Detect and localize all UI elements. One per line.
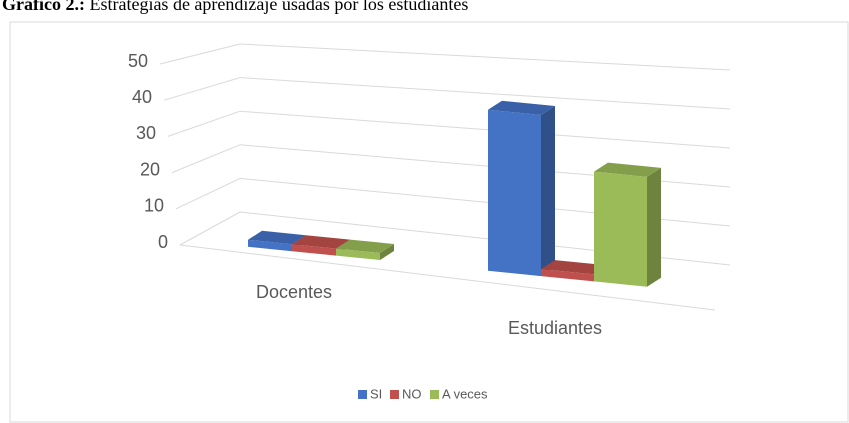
bar-top (248, 230, 306, 245)
y-tick-label: 40 (132, 87, 152, 107)
grid-line (167, 110, 241, 137)
bar-top (292, 235, 350, 249)
grid-line (239, 43, 731, 71)
grid-line (239, 77, 731, 110)
bar-top (488, 100, 555, 116)
y-tick-label: 30 (136, 123, 156, 143)
y-tick-label: 50 (128, 51, 148, 71)
bar-top (336, 239, 394, 253)
bar-side (380, 244, 394, 260)
bar (336, 239, 394, 260)
bar-front (541, 269, 594, 282)
title-label: Gráfico 2.: (2, 0, 85, 14)
bar-front (488, 109, 541, 277)
grid-line (159, 43, 241, 65)
bar-front (292, 244, 336, 256)
legend-swatch (358, 390, 367, 399)
title-text: Estrategias de aprendizaje usadas por lo… (89, 0, 468, 14)
bar-top (594, 162, 661, 177)
grid-line (171, 144, 241, 174)
bar (594, 162, 661, 287)
x-tick-label: Docentes (256, 282, 332, 302)
legend-swatch (390, 390, 399, 399)
legend-label: SI (370, 386, 382, 401)
y-tick-label: 0 (158, 232, 168, 252)
floor-edge (179, 244, 716, 311)
chart-frame (9, 21, 849, 423)
y-tick-label: 10 (144, 196, 164, 216)
bar-front (336, 248, 380, 260)
y-tick-label: 20 (140, 159, 160, 179)
bar-front (594, 171, 647, 287)
grid-line (239, 110, 731, 149)
x-tick-label: Estudiantes (508, 318, 602, 338)
bar (488, 100, 555, 277)
bar-side (541, 106, 555, 277)
bar-top (541, 260, 608, 275)
bar-side (647, 167, 661, 287)
grid-line (179, 211, 241, 246)
grid-line (163, 77, 241, 101)
grid-line (175, 177, 241, 210)
legend-swatch (430, 390, 439, 399)
legend-label: A veces (442, 386, 488, 401)
legend-label: NO (402, 386, 422, 401)
chart-title: Gráfico 2.: Estrategias de aprendizaje u… (2, 0, 468, 14)
bar-front (248, 239, 292, 252)
